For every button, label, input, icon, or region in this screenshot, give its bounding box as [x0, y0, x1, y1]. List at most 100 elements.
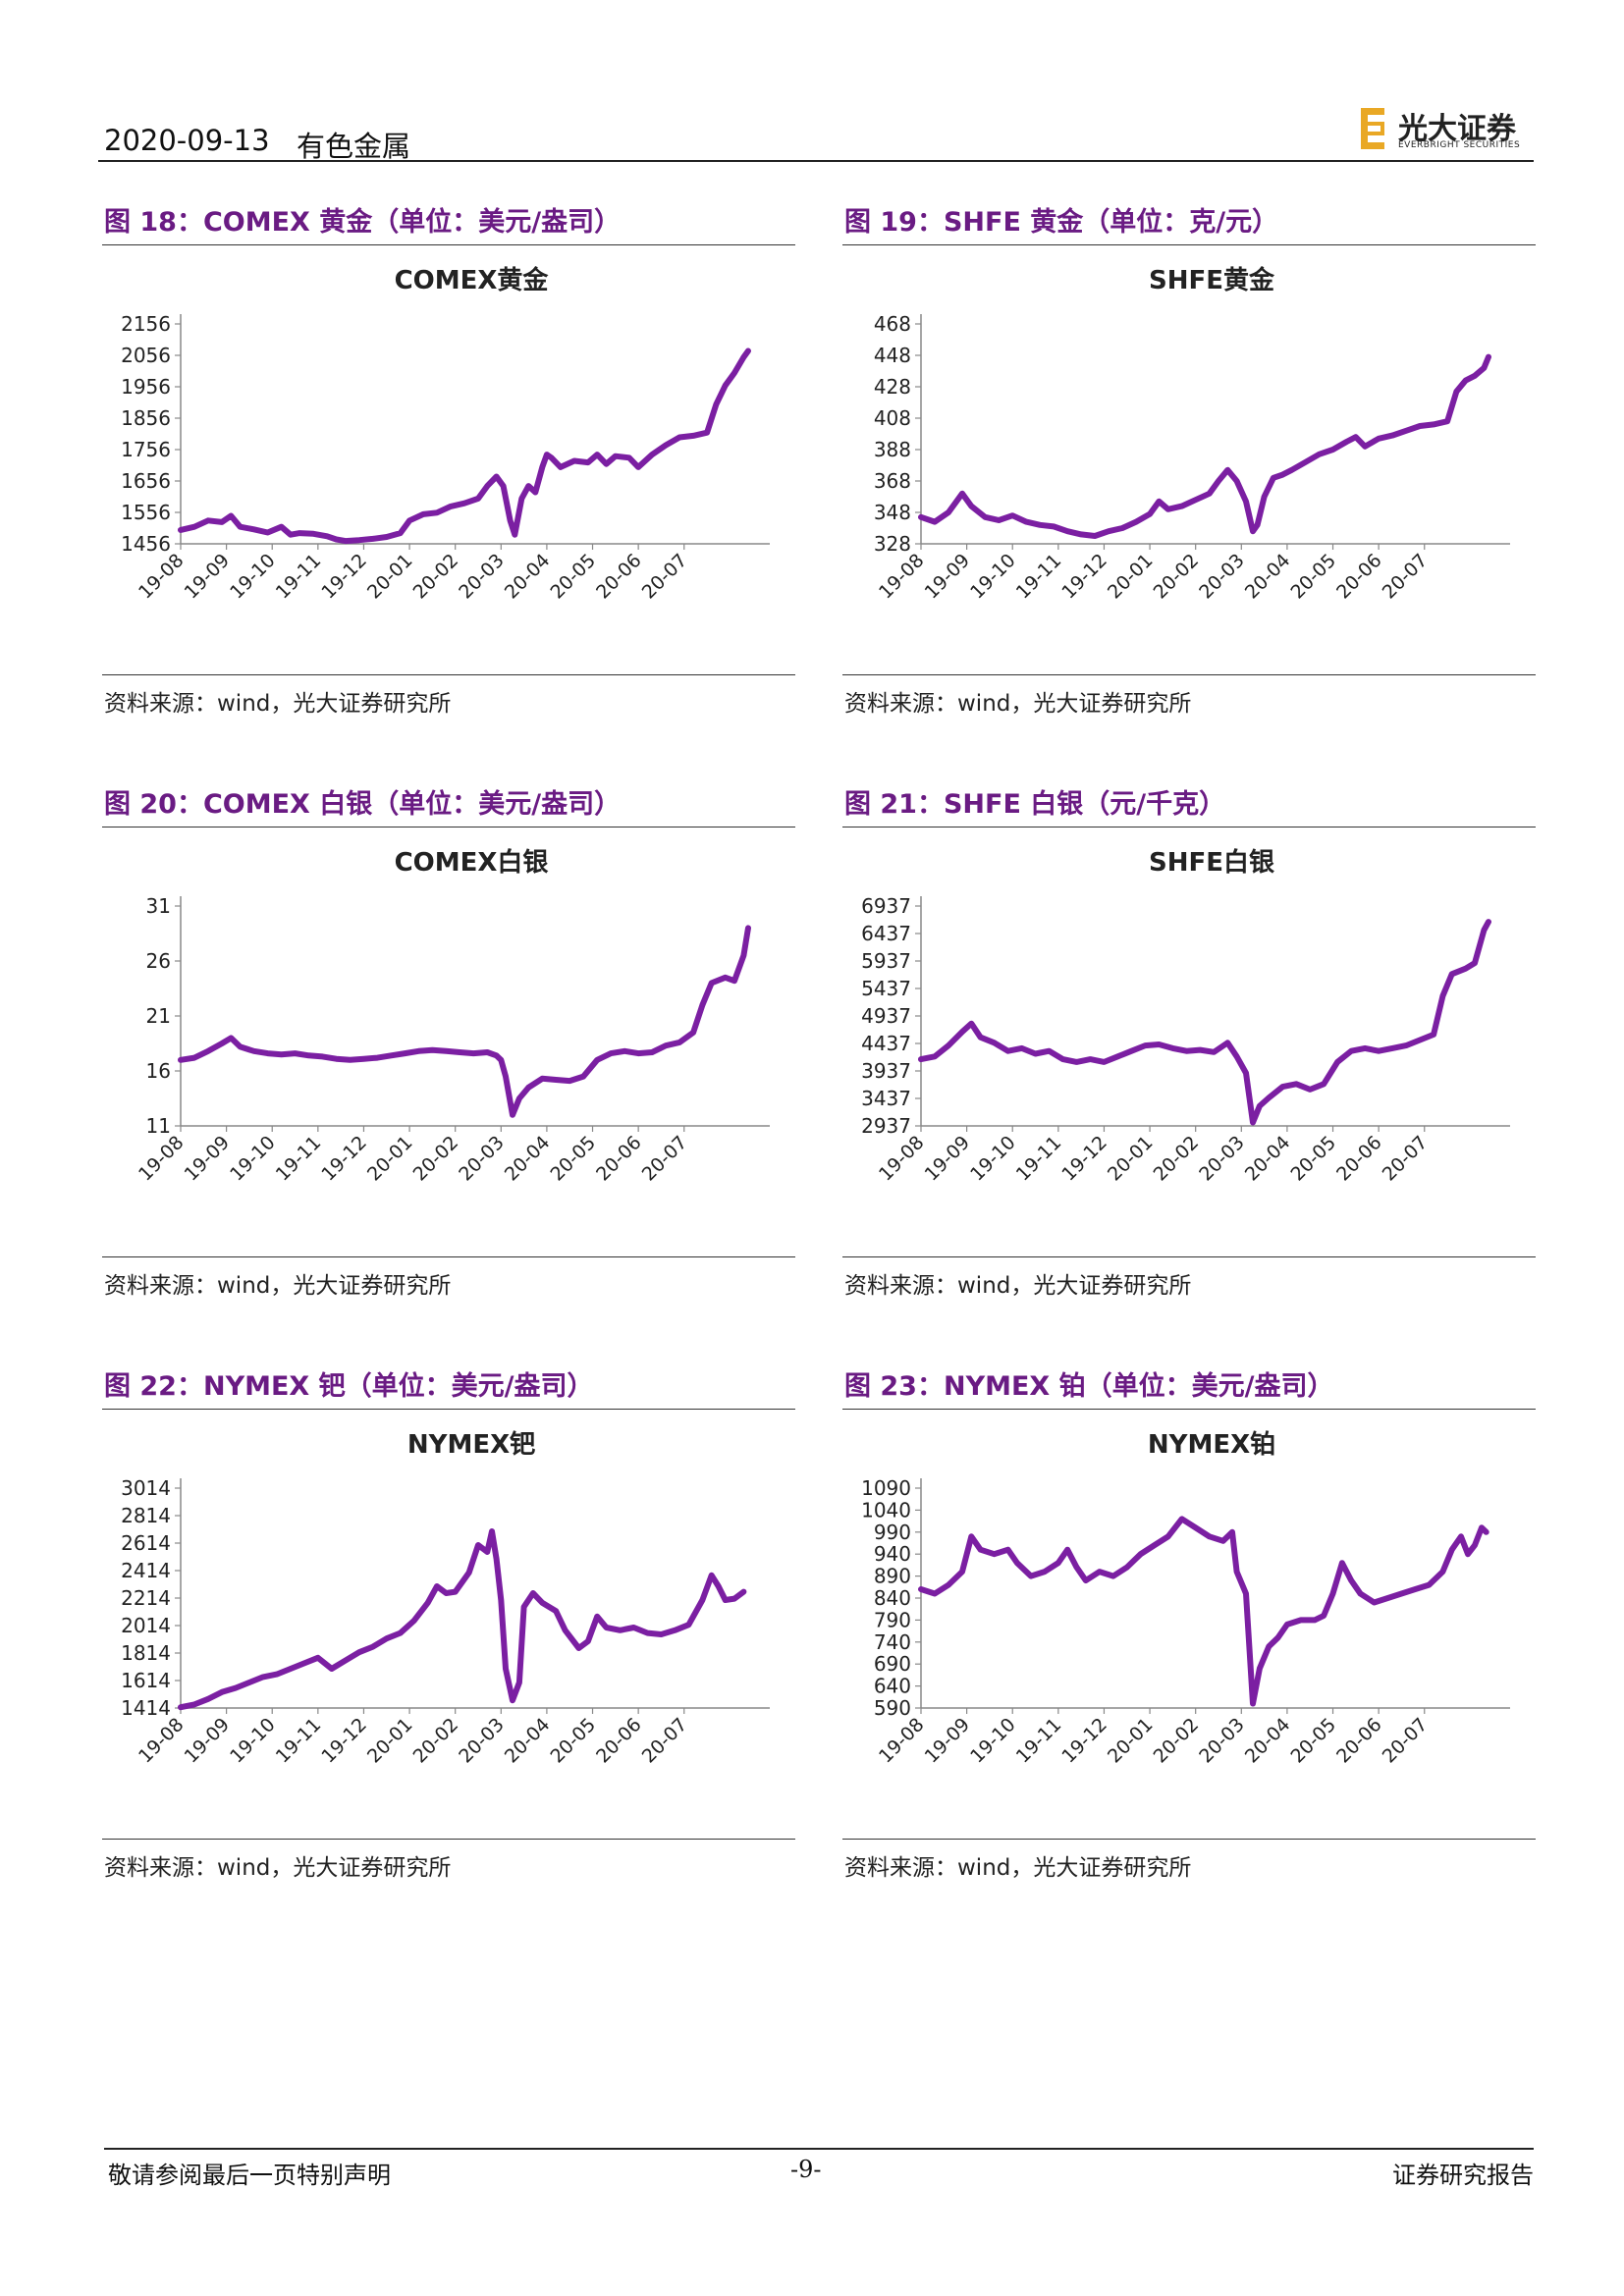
x-tick-label: 19-08	[875, 1132, 929, 1186]
data-point	[969, 504, 974, 508]
data-point	[533, 490, 538, 495]
data-point	[741, 953, 746, 958]
y-tick-label: 31	[146, 894, 171, 918]
x-tick-label: 20-03	[455, 1714, 509, 1768]
x-tick-label: 20-01	[1104, 550, 1158, 604]
data-point	[192, 1702, 196, 1707]
data-point	[1267, 1095, 1272, 1100]
data-point	[1466, 1552, 1470, 1557]
chart-shfe-silver: SHFE白银 2937 3437 3937 4437 4937 5437 5937 6437 69…	[861, 847, 1510, 1186]
x-tick-label: 20-07	[1379, 1132, 1433, 1186]
source-prefix: 资料来源：	[844, 1855, 957, 1881]
source-rule	[842, 674, 1536, 675]
data-point	[631, 1626, 636, 1629]
data-point	[1225, 1041, 1230, 1045]
data-point	[1335, 1059, 1340, 1064]
data-point	[1349, 1578, 1354, 1583]
x-tick-label: 19-11	[1012, 1132, 1066, 1186]
data-point	[1294, 1082, 1299, 1087]
source-note: 资料来源：wind，光大证券研究所	[104, 684, 451, 718]
data-point	[1193, 498, 1198, 503]
x-tick-label: 20-02	[1150, 550, 1204, 604]
data-point	[435, 1584, 439, 1588]
data-point	[1148, 511, 1153, 516]
data-point	[1217, 479, 1220, 483]
data-point	[1473, 373, 1477, 378]
data-point	[192, 1055, 196, 1060]
data-point	[1079, 532, 1084, 537]
x-tick-label: 20-01	[1104, 1714, 1158, 1768]
data-point	[499, 1598, 504, 1602]
data-point	[329, 1667, 334, 1671]
data-point	[384, 535, 389, 539]
x-tick-label: 20-06	[1332, 550, 1386, 604]
chart-title: SHFE黄金	[1149, 265, 1275, 295]
x-tick-label: 19-11	[1012, 1714, 1066, 1768]
data-point	[206, 1696, 210, 1701]
y-tick-label: 6437	[861, 922, 911, 945]
y-tick-label: 5437	[861, 977, 911, 1000]
data-point	[1449, 1547, 1454, 1552]
data-point	[1014, 1561, 1019, 1566]
data-point	[554, 1609, 559, 1614]
data-point	[691, 433, 696, 438]
data-point	[1463, 966, 1468, 971]
data-point	[389, 1053, 394, 1058]
x-tick-label: 20-03	[455, 1132, 509, 1186]
chart-panel-19: 图 19：SHFE 黄金（单位：克/元） SHFE黄金 328 348 368 388 4…	[842, 200, 1536, 721]
figure-title: 图 20：COMEX 白银（单位：美元/盎司）	[104, 789, 622, 820]
data-point	[992, 1041, 997, 1045]
data-point	[1418, 1038, 1423, 1042]
source-en: wind	[957, 1855, 1011, 1881]
data-point	[1399, 1591, 1404, 1596]
data-point	[1120, 526, 1125, 530]
y-tick-label: 448	[874, 344, 911, 367]
data-point	[705, 430, 710, 435]
y-tick-label: 348	[874, 501, 911, 524]
y-tick-label: 3937	[861, 1059, 911, 1083]
data-point	[494, 1053, 499, 1058]
data-point	[947, 1582, 950, 1587]
data-point	[403, 1051, 407, 1056]
data-point	[1033, 1051, 1038, 1056]
data-point	[554, 1078, 559, 1082]
data-point	[1372, 1600, 1377, 1605]
data-point	[732, 979, 736, 984]
y-tick-label: 940	[874, 1542, 911, 1566]
chart-title: NYMEX钯	[407, 1429, 535, 1460]
data-point	[1322, 1082, 1326, 1087]
y-tick-label: 840	[874, 1586, 911, 1610]
data-point	[508, 518, 513, 523]
logo-text-cn: 光大证券	[1398, 112, 1516, 146]
y-tick-label: 890	[874, 1565, 911, 1588]
data-point	[1454, 389, 1459, 394]
series-line	[918, 919, 1491, 1126]
x-tick-label: 19-11	[272, 550, 326, 604]
x-tick-label: 19-09	[181, 1132, 235, 1186]
data-point	[416, 1048, 421, 1053]
data-point	[540, 464, 545, 469]
data-point	[741, 1589, 746, 1594]
y-tick-label: 3437	[861, 1087, 911, 1110]
data-point	[1385, 1596, 1390, 1600]
data-point	[723, 1598, 728, 1602]
data-point	[1207, 1534, 1212, 1539]
y-tick-label: 2214	[121, 1586, 171, 1610]
data-point	[664, 1043, 669, 1048]
data-point	[1484, 1529, 1489, 1534]
chart-title: SHFE白银	[1149, 847, 1275, 878]
x-tick-label: 20-06	[1332, 1132, 1386, 1186]
x-tick-label: 20-04	[1241, 1714, 1295, 1768]
x-tick-label: 19-12	[1057, 1714, 1111, 1768]
series-line	[178, 1528, 747, 1711]
figure-title: 图 23：NYMEX 铂（单位：美元/盎司）	[844, 1371, 1334, 1402]
source-en: wind	[217, 691, 271, 717]
data-point	[265, 530, 270, 535]
data-point	[1115, 1054, 1120, 1059]
y-tick-label: 328	[874, 532, 911, 556]
x-tick-label: 20-05	[546, 1714, 600, 1768]
data-point	[375, 1055, 380, 1060]
y-tick-label: 740	[874, 1630, 911, 1654]
data-point	[576, 1646, 581, 1650]
data-point	[1257, 1103, 1262, 1108]
